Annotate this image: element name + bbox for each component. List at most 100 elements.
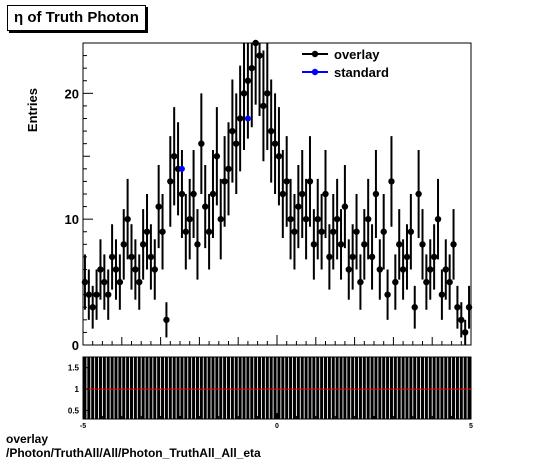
data-point bbox=[267, 127, 275, 135]
data-point bbox=[120, 241, 127, 248]
caption-line-2: /Photon/TruthAll/All/Photon_TruthAll_All… bbox=[6, 446, 261, 460]
y-axis-label: Entries bbox=[25, 88, 40, 132]
data-point bbox=[314, 215, 321, 223]
data-point bbox=[205, 228, 213, 235]
data-point bbox=[299, 190, 306, 198]
data-point bbox=[376, 266, 384, 273]
data-point bbox=[136, 278, 143, 286]
data-point bbox=[93, 291, 100, 298]
data-point bbox=[279, 190, 287, 198]
data-point bbox=[326, 253, 333, 261]
data-point bbox=[186, 215, 193, 223]
data-point bbox=[411, 304, 418, 311]
data-point bbox=[240, 90, 248, 97]
data-point bbox=[178, 190, 186, 198]
data-point bbox=[341, 203, 349, 210]
data-point bbox=[139, 241, 147, 248]
data-point bbox=[372, 190, 380, 198]
caption-line-1: overlay bbox=[6, 432, 49, 446]
data-point bbox=[233, 140, 240, 147]
ratio-y-tick-label: 1 bbox=[75, 385, 80, 394]
data-point bbox=[155, 203, 162, 210]
chart-title: η of Truth Photon bbox=[7, 5, 146, 31]
ratio-y-tick-label: 1.5 bbox=[68, 364, 80, 373]
data-point bbox=[260, 102, 267, 110]
data-point bbox=[151, 266, 158, 273]
legend-label: standard bbox=[334, 65, 389, 80]
data-point bbox=[124, 215, 131, 223]
data-point bbox=[415, 190, 422, 198]
data-point bbox=[116, 278, 124, 286]
data-point bbox=[291, 228, 298, 235]
plot-frame bbox=[82, 42, 472, 346]
legend-marker bbox=[311, 68, 319, 76]
data-point bbox=[446, 278, 453, 286]
data-point bbox=[434, 215, 442, 223]
data-point bbox=[194, 241, 201, 248]
data-point bbox=[458, 316, 465, 324]
data-point bbox=[353, 228, 360, 235]
data-point bbox=[287, 215, 294, 223]
data-point bbox=[427, 266, 434, 273]
data-point bbox=[159, 228, 166, 235]
data-point bbox=[345, 266, 352, 273]
data-point bbox=[217, 215, 224, 223]
data-point bbox=[202, 203, 209, 210]
data-point bbox=[430, 253, 438, 261]
data-point bbox=[170, 153, 178, 160]
data-point bbox=[419, 241, 426, 248]
standard-point bbox=[178, 165, 185, 172]
data-point bbox=[182, 228, 190, 235]
data-point bbox=[283, 178, 290, 185]
data-point bbox=[333, 215, 341, 223]
data-point bbox=[310, 241, 318, 248]
data-point bbox=[407, 228, 415, 235]
data-point bbox=[364, 215, 372, 223]
data-point bbox=[221, 178, 228, 185]
data-point bbox=[454, 304, 461, 311]
legend-label: overlay bbox=[334, 47, 380, 62]
data-point bbox=[128, 253, 135, 261]
data-point bbox=[229, 127, 236, 135]
data-point bbox=[85, 291, 93, 298]
data-point bbox=[132, 266, 139, 273]
data-point bbox=[252, 39, 259, 47]
data-point bbox=[396, 241, 403, 248]
data-point bbox=[271, 140, 279, 147]
ratio-x-tick-label: 0 bbox=[275, 423, 279, 430]
data-point bbox=[101, 278, 108, 286]
data-point bbox=[380, 228, 387, 235]
data-point bbox=[190, 190, 197, 198]
data-point bbox=[275, 153, 283, 160]
data-point bbox=[248, 64, 255, 72]
data-point bbox=[368, 253, 376, 261]
y-tick-label: 10 bbox=[65, 212, 79, 227]
data-point bbox=[337, 241, 345, 248]
data-point bbox=[361, 241, 368, 248]
data-point bbox=[209, 190, 217, 198]
data-point bbox=[322, 190, 329, 198]
data-point bbox=[302, 215, 310, 223]
ratio-x-tick-label: 5 bbox=[469, 423, 473, 430]
data-point bbox=[465, 304, 473, 311]
data-point bbox=[147, 253, 155, 261]
data-point bbox=[392, 278, 399, 286]
data-point bbox=[97, 266, 104, 273]
ratio-plot: 0.5 1 1.5 -5 0 5 bbox=[68, 356, 473, 430]
data-point bbox=[349, 253, 356, 261]
data-point bbox=[403, 253, 411, 261]
legend: overlay standard bbox=[302, 47, 389, 80]
data-point bbox=[163, 316, 170, 324]
main-plot: 0 10 20 Entries overlay standard bbox=[25, 39, 473, 353]
data-point bbox=[384, 291, 391, 298]
data-point bbox=[438, 291, 446, 298]
ratio-frame bbox=[82, 356, 472, 420]
data-point bbox=[306, 178, 314, 185]
data-point bbox=[264, 90, 271, 97]
data-point bbox=[399, 266, 407, 273]
data-point bbox=[225, 165, 232, 173]
data-point bbox=[256, 52, 263, 59]
data-point bbox=[450, 241, 457, 248]
data-point bbox=[423, 278, 430, 286]
